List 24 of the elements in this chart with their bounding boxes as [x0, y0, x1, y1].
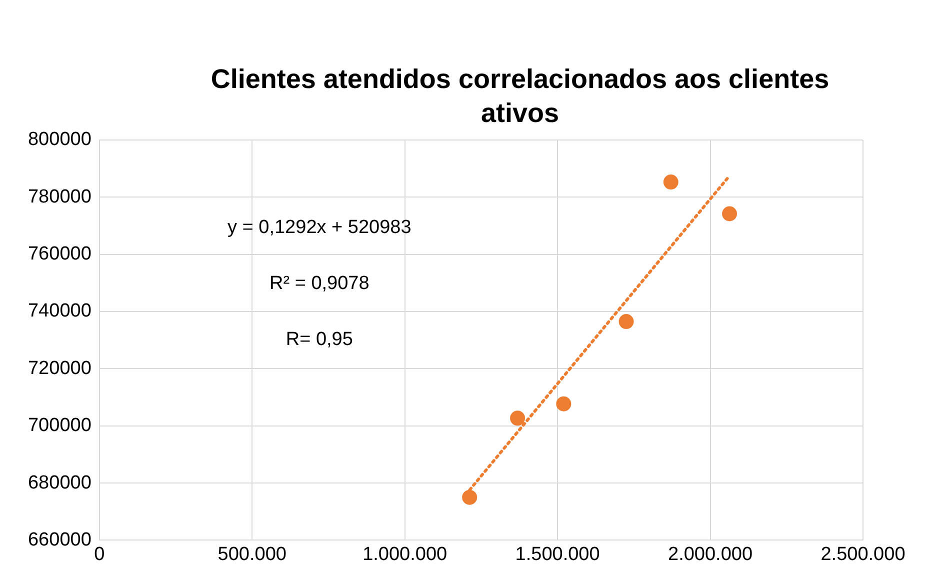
annotation: R= 0,95	[286, 329, 353, 350]
x-tick-label: 2.000.000	[668, 544, 753, 565]
x-tick-label: 2.500.000	[820, 544, 906, 565]
x-tick-label: 1.500.000	[515, 544, 600, 565]
point	[618, 314, 634, 330]
point	[510, 410, 526, 426]
y-tick-label: 800000	[28, 129, 92, 150]
point	[722, 206, 738, 222]
y-tick-label: 760000	[28, 244, 92, 265]
point	[663, 174, 678, 190]
y-tick-label: 700000	[28, 415, 92, 436]
chart-title: Clientes atendidos correlacionados aos clientes ativos	[210, 63, 830, 130]
x-tick-label: 1.000.000	[362, 544, 448, 565]
y-tick-label: 680000	[28, 472, 92, 494]
y-tick-label: 660000	[28, 529, 92, 550]
annotation: y = 0,1292x + 520983	[227, 217, 412, 238]
y-tick-label: 720000	[28, 358, 92, 379]
x-tick-label: 0	[94, 544, 105, 565]
y-tick-label: 780000	[28, 186, 92, 208]
x-tick-label: 500.000	[218, 544, 286, 565]
point	[556, 396, 572, 412]
annotation: R² = 0,9078	[269, 273, 370, 294]
point	[462, 490, 478, 505]
y-tick-label: 740000	[28, 300, 92, 322]
